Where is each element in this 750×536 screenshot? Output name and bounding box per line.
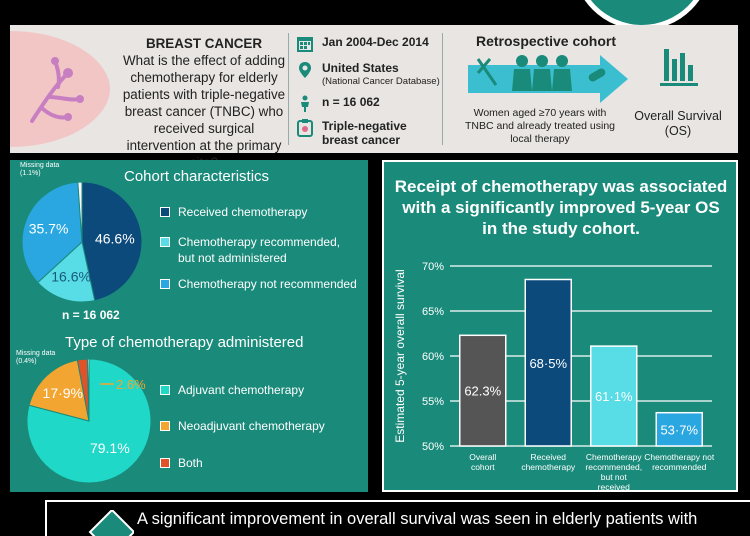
person-icon [301, 95, 309, 112]
legend-swatch [160, 421, 170, 431]
type-missing-label: Missing data (0.4%) [16, 350, 55, 366]
bar-chart-icon [660, 49, 698, 86]
footer-box [45, 500, 750, 536]
bar-value-label: 61·1% [595, 389, 633, 404]
legend-both: Both [160, 455, 203, 471]
location-pin-icon [299, 62, 311, 78]
pie-slice [81, 181, 142, 302]
pie-slice-label: 46.6% [95, 230, 135, 246]
bar-value-label: 68·5% [529, 356, 567, 371]
type-title: Type of chemotherapy administered [65, 334, 304, 351]
bar [459, 334, 507, 447]
pie-slice-label: 2.6% [116, 377, 146, 392]
bar [590, 345, 638, 447]
divider [288, 33, 289, 145]
right-panel: Receipt of chemotherapy was associated w… [382, 160, 738, 492]
y-tick-label: 55% [422, 396, 444, 408]
legend-swatch [160, 458, 170, 468]
dates-row: Jan 2004-Dec 2014 [296, 35, 429, 53]
pie-slice [77, 181, 83, 243]
outcome-label: Overall Survival (OS) [634, 109, 722, 138]
legend-swatch [160, 237, 170, 247]
x-category-label: recommended, [585, 462, 642, 472]
footer-text: A significant improvement in overall sur… [137, 510, 698, 528]
x-category-label: Overall [469, 452, 496, 462]
legend-swatch [160, 385, 170, 395]
bar-value-label: 53·7% [660, 422, 698, 437]
pie-slice [22, 181, 83, 284]
x-category-label: received [598, 482, 630, 492]
left-panel: Cohort characteristics 46.6% 16.6% 35.7% M… [10, 160, 368, 492]
legend-label: Adjuvant chemotherapy [178, 383, 305, 397]
legend-label: Chemotherapy not recommended [178, 277, 357, 291]
pie-slice [28, 359, 90, 422]
legend-label: Received chemotherapy [178, 205, 308, 219]
legend-received: Received chemotherapy [160, 204, 307, 220]
question-text: What is the effect of adding chemotherap… [122, 53, 286, 170]
header-panel: BREAST CANCER What is the effect of addi… [10, 25, 738, 170]
location-row: United States (National Cancer Database) [296, 61, 440, 89]
dates-text: Jan 2004-Dec 2014 [322, 35, 429, 49]
legend-swatch [160, 207, 170, 217]
cancer-type-text: Triple-negative breast cancer [322, 119, 407, 147]
y-tick-label: 65% [422, 306, 444, 318]
legend-swatch [160, 279, 170, 289]
question-title: BREAST CANCER [145, 36, 263, 51]
bar [524, 278, 572, 447]
legend-label: Both [178, 456, 203, 470]
x-category-label: cohort [471, 462, 495, 472]
calendar-icon [297, 37, 313, 52]
n-text: n = 16 062 [322, 95, 380, 109]
type-pie-chart: 79.1% 17·9% 2.6% [26, 358, 152, 484]
divider [442, 33, 443, 145]
y-tick-label: 70% [422, 261, 444, 273]
x-category-label: recommended [652, 462, 707, 472]
legend-label: Neoadjuvant chemotherapy [178, 419, 325, 433]
legend-neoadjuvant: Neoadjuvant chemotherapy [160, 418, 325, 434]
pie-slice-label: 35.7% [29, 221, 69, 237]
retro-title: Retrospective cohort [475, 33, 617, 49]
n-row: n = 16 062 [296, 95, 380, 113]
legend-adjuvant: Adjuvant chemotherapy [160, 382, 304, 398]
pie-slice-label: 16.6% [51, 268, 91, 284]
top-bar [0, 0, 750, 10]
y-tick-label: 50% [422, 441, 444, 453]
os-bar-chart: 50% 55% 60% 65% 70% Estimated 5-year overall … [393, 261, 715, 492]
cohort-missing-name: Missing data [20, 162, 60, 169]
x-category-label: but not [601, 472, 628, 482]
legend-recommended: Chemotherapy recommended, but not admini… [160, 234, 360, 266]
y-tick-label: 60% [422, 351, 444, 363]
cohort-missing-value: (1.1%) [20, 170, 41, 177]
pie-slice [37, 241, 96, 303]
cohort-missing-label: Missing data (1.1%) [20, 162, 59, 178]
arrow-diamond-icon [88, 510, 134, 536]
x-category-label: chemotherapy [521, 462, 576, 472]
type-missing-name: Missing data [16, 350, 56, 357]
breast-illustration-icon [10, 31, 110, 147]
pie-slice [86, 358, 90, 422]
pie-slice-label: 79.1% [90, 440, 130, 456]
clipboard-icon [297, 119, 313, 137]
retro-description: Women aged ≥70 years with TNBC and alrea… [465, 107, 615, 145]
location-text: United States [322, 61, 399, 75]
cohort-people-arrow-icon [468, 55, 628, 103]
location-subtext: (National Cancer Database) [322, 76, 440, 87]
legend-label: Chemotherapy recommended, but not admini… [178, 235, 341, 265]
bar [655, 411, 703, 447]
x-category-label: Chemotherapy not [644, 452, 715, 462]
x-category-label: Received [531, 452, 567, 462]
cohort-pie-chart: 46.6% 16.6% 35.7% [22, 181, 142, 303]
cohort-title: Cohort characteristics [124, 168, 270, 185]
bar-chart-title: Receipt of chemotherapy was associated w… [394, 177, 728, 238]
study-question: BREAST CANCER What is the effect of addi… [118, 35, 290, 171]
legend-not-recommended: Chemotherapy not recommended [160, 276, 357, 292]
bar-value-label: 62.3% [464, 384, 501, 399]
type-missing-value: (0.4%) [16, 358, 37, 365]
y-axis-label: Estimated 5-year overall survival [393, 269, 407, 442]
x-category-label: Chemotherapy [586, 452, 643, 462]
cancer-type-row: Triple-negative breast cancer [296, 119, 412, 147]
cohort-n-label: n = 16 062 [62, 308, 120, 322]
pie-slice-label: 17·9% [43, 385, 83, 401]
